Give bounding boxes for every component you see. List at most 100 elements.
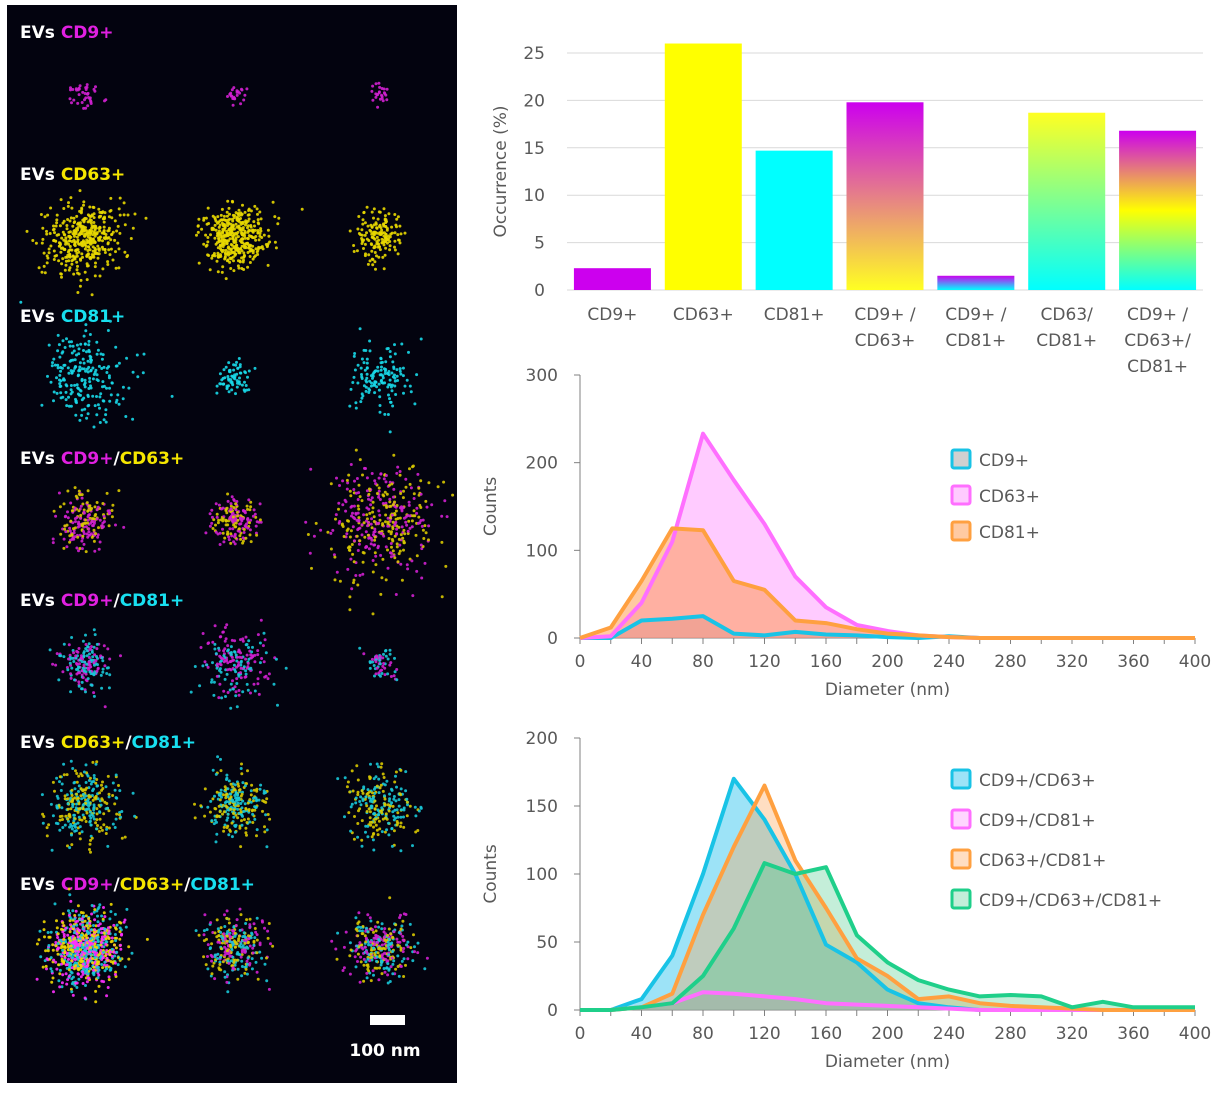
localization-point [244,826,248,830]
localization-point [86,774,90,778]
localization-point [360,357,364,361]
localization-point [244,536,248,540]
localization-point [391,375,395,379]
localization-point [72,531,76,535]
localization-point [225,773,229,777]
localization-point [95,642,99,646]
localization-point [395,545,399,549]
localization-point [404,520,408,524]
localization-point [382,367,386,371]
localization-point [362,963,366,967]
localization-point [238,928,242,932]
localization-point [220,270,224,274]
localization-point [88,820,92,824]
localization-point [345,478,349,482]
localization-point [109,910,113,914]
localization-point [242,98,246,102]
localization-point [354,491,358,495]
localization-point [235,510,239,514]
localization-point [92,255,96,259]
localization-point [71,224,75,228]
localization-point [80,687,83,691]
localization-point [88,376,92,380]
localization-point [102,225,106,229]
localization-point [393,384,397,388]
localization-point [84,323,88,327]
localization-point [242,268,246,271]
localization-point [79,941,83,945]
localization-point [102,644,106,648]
localization-point [367,807,371,811]
localization-point [77,347,81,351]
localization-point [90,293,94,297]
localization-point [85,969,89,973]
localization-point [110,936,114,940]
localization-point [92,691,96,695]
localization-point [393,379,397,383]
localization-point [115,936,118,940]
localization-point [369,919,373,923]
localization-point [218,960,222,964]
localization-point [217,229,221,233]
localization-point [68,846,72,850]
localization-point [56,349,60,353]
localization-point [371,98,375,102]
localization-point [369,952,373,956]
localization-point [236,967,240,971]
localization-point [82,225,86,229]
localization-point [56,932,60,936]
localization-point [348,404,352,408]
localization-point [350,543,354,546]
localization-point [385,98,389,102]
localization-point [213,223,217,227]
localization-point [59,379,63,383]
localization-point [110,381,114,385]
localization-point [359,955,363,959]
localization-point [193,802,196,806]
localization-point [102,231,105,235]
localization-point [65,227,69,231]
localization-point [93,240,97,244]
localization-point [105,994,109,998]
localization-point [110,233,114,237]
localization-point [414,533,418,537]
localization-point [233,830,237,834]
localization-point [45,261,49,265]
localization-point [379,553,383,557]
localization-point [76,386,80,390]
localization-point [94,796,98,800]
localization-point [55,967,59,971]
localization-point [211,964,215,968]
localization-point [66,817,70,821]
localization-point [239,802,243,805]
localization-point [366,533,370,537]
localization-point [365,513,369,517]
localization-point [88,380,92,384]
localization-point [252,939,256,943]
localization-point [77,784,81,788]
localization-point [78,662,81,666]
localization-point [382,652,385,656]
localization-point [46,256,50,260]
localization-point [346,780,350,784]
localization-point [58,780,61,784]
localization-point [397,238,401,242]
localization-point [81,666,85,670]
localization-point [78,831,82,835]
localization-point [82,669,86,673]
localization-point [357,542,361,546]
localization-point [93,918,97,922]
localization-point [104,785,108,789]
localization-point [393,808,397,812]
localization-point [219,213,223,217]
localization-point [373,799,377,803]
localization-point [234,803,238,807]
localization-point [240,231,244,234]
localization-point [229,653,233,657]
localization-point [267,672,271,676]
localization-point [219,253,222,257]
localization-point [75,943,79,947]
localization-point [440,595,444,599]
localization-point [386,944,390,947]
localization-point [203,660,207,664]
